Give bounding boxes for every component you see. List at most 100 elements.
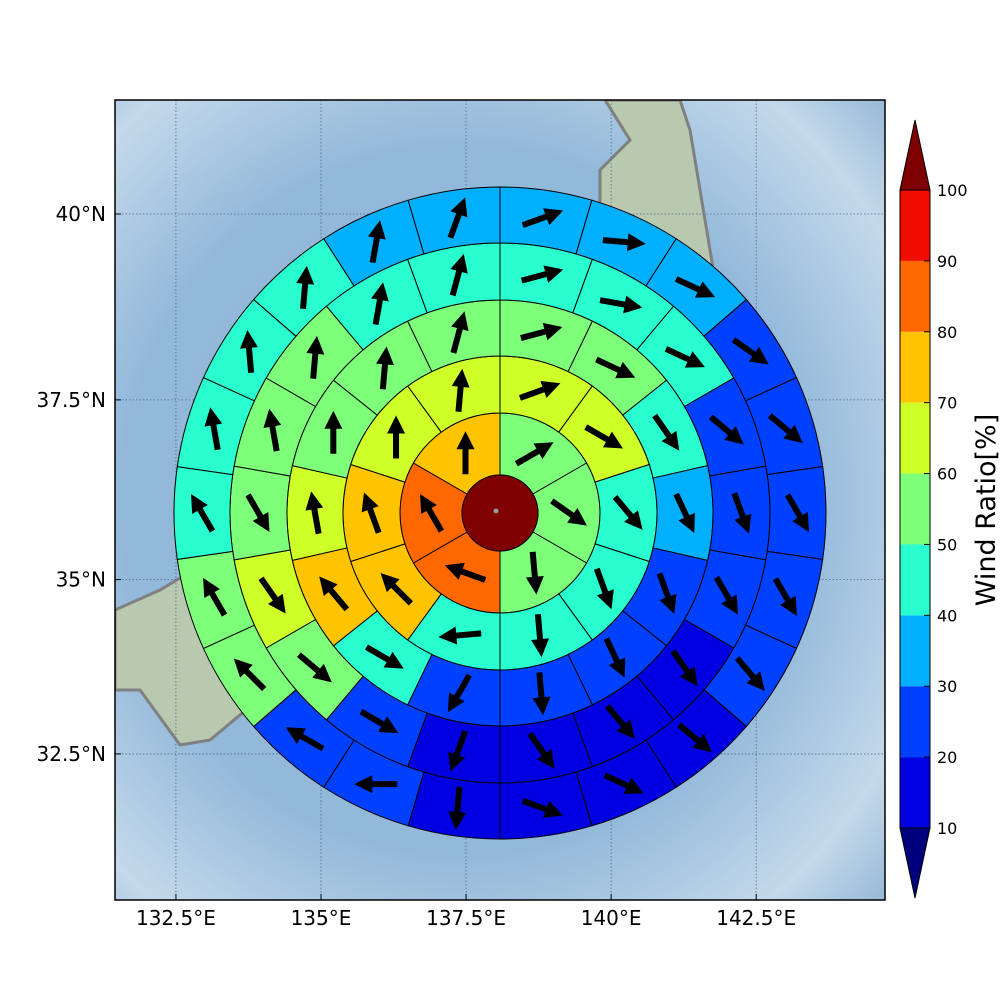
wind-arrow [449, 253, 468, 297]
wind-arrow [731, 337, 769, 365]
colorbar-tick-label: 100 [937, 181, 968, 200]
x-tick-label: 140°E [581, 906, 642, 930]
wind-arrow [664, 346, 705, 368]
axis-ticks: 132.5°E 135°E 137.5°E 140°E 142.5°E 32.5°N 35°… [37, 202, 797, 930]
colorbar-segment [900, 260, 930, 332]
wind-arrow [731, 492, 752, 534]
y-tick-label: 32.5°N [37, 742, 107, 766]
wind-arrow [239, 329, 258, 374]
wind-arrow [599, 295, 643, 314]
wind-arrow [670, 649, 698, 687]
colorbar-under [899, 827, 931, 899]
x-tick-label: 132.5°E [136, 906, 216, 930]
wind-arrow [527, 731, 555, 769]
y-tick-label: 40°N [56, 202, 106, 226]
colorbar-tick-label: 40 [937, 606, 957, 625]
wind-arrow [204, 407, 223, 451]
arrows [191, 197, 809, 830]
wind-arrow [359, 709, 399, 734]
center-disk [461, 474, 539, 552]
colorbar-tick-label: 50 [937, 535, 957, 554]
x-tick-label: 135°E [291, 906, 352, 930]
colorbar-segment [900, 402, 930, 474]
x-tick-label: 142.5°E [716, 906, 796, 930]
colorbar-segment [900, 686, 930, 758]
wind-arrow [191, 493, 216, 533]
wind-arrow [324, 410, 343, 454]
wind-arrow [521, 208, 564, 229]
colorbar-segment [900, 331, 930, 403]
y-tick-label: 35°N [56, 568, 106, 592]
wind-arrow [521, 797, 564, 818]
wind-arrow [305, 491, 324, 535]
wind-arrow [734, 656, 765, 691]
wind-arrow [245, 493, 270, 533]
wind-arrow [319, 576, 350, 612]
wind-arrow [380, 572, 414, 606]
colorbar-segment [900, 757, 930, 828]
wind-arrow [285, 727, 325, 752]
wind-arrow [203, 577, 228, 617]
wind-arrow [450, 311, 469, 354]
colorbar-tick-label: 70 [937, 394, 957, 413]
colorbar-tick-label: 90 [937, 252, 957, 271]
wind-arrow [368, 220, 386, 264]
wind-arrow [263, 408, 282, 452]
wind-arrow [387, 415, 406, 459]
wind-arrow [444, 562, 487, 583]
wind-arrow [772, 577, 797, 617]
wind-arrow [784, 493, 809, 533]
wind-arrow [674, 276, 716, 298]
y-tick-label: 37.5°N [37, 388, 107, 412]
sectors [173, 186, 827, 840]
wind-arrow [708, 414, 744, 445]
wind-arrow [448, 730, 469, 772]
wind-arrow [296, 265, 315, 309]
colorbar-segment [900, 190, 930, 261]
wind-arrow [447, 673, 472, 713]
wind-arrow [296, 652, 332, 683]
wind-arrow [767, 413, 803, 444]
colorbar-tick-label: 60 [937, 465, 957, 484]
colorbar-tick-label: 80 [937, 323, 957, 342]
wind-arrow [514, 442, 554, 467]
wind-arrow [532, 672, 551, 716]
wind-arrow [364, 644, 404, 669]
wind-arrow [652, 413, 680, 451]
wind-arrow [520, 322, 563, 341]
wind-arrow [376, 346, 394, 390]
wind-arrow [584, 424, 624, 449]
wind-arrow [531, 614, 550, 658]
wind-arrow [306, 335, 325, 379]
wind-arrow [656, 572, 677, 614]
wind-arrow [371, 282, 389, 326]
colorbar-over [899, 119, 931, 191]
wind-arrow [525, 551, 544, 595]
wind-arrow [438, 626, 482, 645]
wind-arrow [602, 233, 646, 252]
colorbar-tick-label: 10 [937, 819, 957, 838]
wind-arrow [612, 494, 643, 530]
wind-arrow [361, 492, 382, 534]
wind-arrow [420, 493, 445, 533]
colorbar: 10 20 30 40 50 60 70 80 90 100 [899, 119, 968, 899]
wind-arrow [520, 265, 564, 284]
wind-arrow [233, 658, 267, 692]
wind-arrow [448, 786, 467, 830]
wind-arrow [603, 772, 644, 794]
wind-arrow [258, 576, 286, 614]
wind-arrow [447, 197, 468, 239]
wind-arrow [603, 637, 626, 678]
wind-arrow [550, 498, 588, 526]
wind-arrow [456, 431, 475, 475]
wind-arrow [713, 575, 738, 615]
wind-arrow [354, 775, 398, 794]
center-dot [493, 508, 499, 514]
wind-arrow [595, 356, 636, 379]
wind-arrow [451, 368, 470, 412]
colorbar-segment [900, 615, 930, 687]
colorbar-label: Wind Ratio[%] [971, 414, 1000, 606]
wind-arrow [518, 380, 561, 401]
wind-arrow [677, 722, 713, 753]
